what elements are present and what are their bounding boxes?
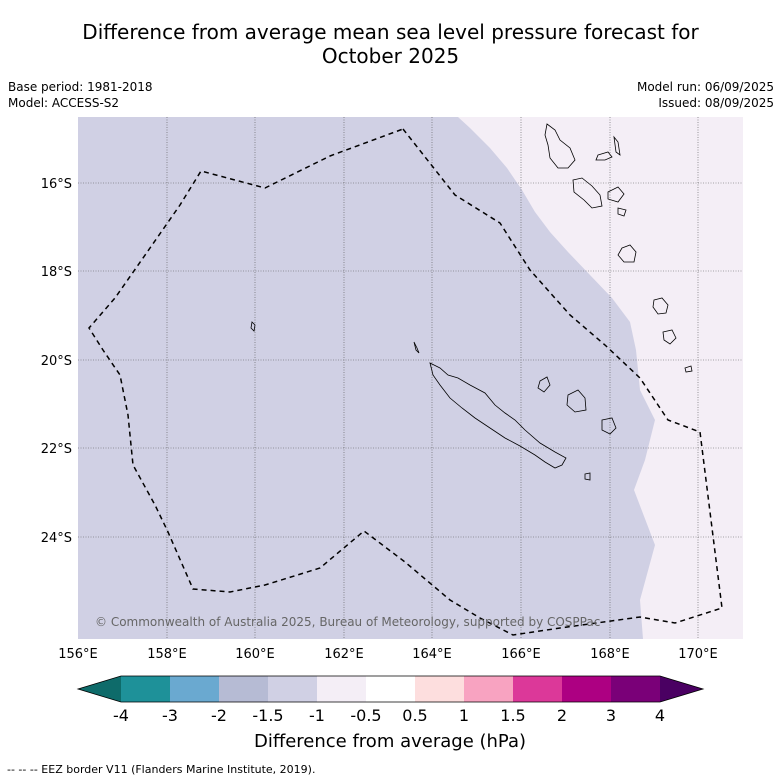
- colorbar-tick: -1: [309, 706, 325, 725]
- lon-tick: 160°E: [235, 647, 275, 662]
- lon-tick: 162°E: [324, 647, 364, 662]
- colorbar-segment: [121, 676, 170, 702]
- colorbar-tick: 3: [606, 706, 616, 725]
- chesterfield-islet: [250, 321, 256, 332]
- eez-legend-note: -- -- -- EEZ border V11 (Flanders Marine…: [7, 763, 316, 776]
- lon-tick: 156°E: [58, 647, 98, 662]
- model-name: Model: ACCESS-S2: [8, 96, 120, 110]
- colorbar-tick: -0.5: [350, 706, 381, 725]
- lon-tick: 170°E: [678, 647, 718, 662]
- copyright-notice: © Commonwealth of Australia 2025, Bureau…: [95, 615, 600, 629]
- colorbar-segment: [317, 676, 366, 702]
- mare: [601, 417, 617, 435]
- ouvea: [537, 376, 551, 393]
- colorbar-segment: [268, 676, 317, 702]
- lon-tick: 164°E: [412, 647, 452, 662]
- ambrym: [607, 186, 625, 203]
- maewo: [595, 151, 613, 161]
- coastlines: [250, 123, 693, 481]
- colorbar: -4 -3 -2 -1.5 -1 -0.5 0.5 1 1.5 2 3 4: [76, 675, 705, 725]
- pentecost: [613, 135, 621, 156]
- colorbar-extend-low: [78, 676, 121, 702]
- colorbar-label: Difference from average (hPa): [254, 731, 526, 752]
- model-run: Model run: 06/09/2025: [636, 80, 774, 94]
- colorbar-segment: [611, 676, 660, 702]
- lon-tick-labels: 156°E 158°E 160°E 162°E 164°E 166°E 168°…: [58, 647, 718, 662]
- colorbar-tick: 1.5: [500, 706, 525, 725]
- colorbar-tick: -2: [211, 706, 227, 725]
- colorbar-segment: [219, 676, 268, 702]
- lat-tick-labels: 16°S 18°S 20°S 22°S 24°S: [41, 177, 72, 546]
- lon-tick: 168°E: [590, 647, 630, 662]
- base-period: Base period: 1981-2018: [8, 80, 153, 94]
- colorbar-tick: -3: [162, 706, 178, 725]
- belep-island: [413, 341, 420, 354]
- colorbar-segment: [170, 676, 219, 702]
- tanna: [662, 329, 677, 345]
- epi: [617, 207, 627, 217]
- lat-tick: 20°S: [41, 354, 72, 369]
- lifou: [566, 389, 587, 413]
- gridlines: [78, 117, 743, 639]
- chart-title: Difference from average mean sea level p…: [82, 20, 699, 44]
- colorbar-segment: [415, 676, 464, 702]
- meta-left: Base period: 1981-2018 Model: ACCESS-S2: [8, 79, 153, 111]
- lat-tick: 24°S: [41, 531, 72, 546]
- efate: [617, 244, 637, 263]
- colorbar-segment: [562, 676, 611, 702]
- lat-tick: 16°S: [41, 177, 72, 192]
- colorbar-tick: 1: [459, 706, 469, 725]
- colorbar-tick: -4: [113, 706, 129, 725]
- lat-tick: 18°S: [41, 265, 72, 280]
- colorbar-tick: 4: [655, 706, 665, 725]
- colorbar-outline: [76, 675, 705, 703]
- malakula: [572, 177, 603, 209]
- fill-band-minus0-5-to-minus1: [458, 117, 743, 639]
- colorbar-tick: 2: [557, 706, 567, 725]
- erromango: [652, 297, 669, 315]
- issued-date: Issued: 08/09/2025: [658, 96, 774, 110]
- meta-right: Model run: 06/09/2025 Issued: 08/09/2025: [637, 79, 774, 111]
- colorbar-tick: -1.5: [252, 706, 283, 725]
- colorbar-segment: [464, 676, 513, 702]
- colorbar-segment: [513, 676, 562, 702]
- pressure-anomaly-fill: © Commonwealth of Australia 2025, Bureau…: [78, 117, 743, 639]
- lon-tick: 158°E: [147, 647, 187, 662]
- chart-title-month: October 2025: [321, 44, 460, 68]
- lon-tick: 166°E: [501, 647, 541, 662]
- lat-tick: 22°S: [41, 442, 72, 457]
- isle-of-pines: [584, 472, 591, 481]
- espiritu-santo: [544, 123, 576, 169]
- aneityum: [684, 365, 693, 373]
- new-caledonia: [429, 362, 567, 469]
- colorbar-segment: [366, 676, 415, 702]
- colorbar-tick: 0.5: [402, 706, 427, 725]
- colorbar-extend-high: [660, 676, 703, 702]
